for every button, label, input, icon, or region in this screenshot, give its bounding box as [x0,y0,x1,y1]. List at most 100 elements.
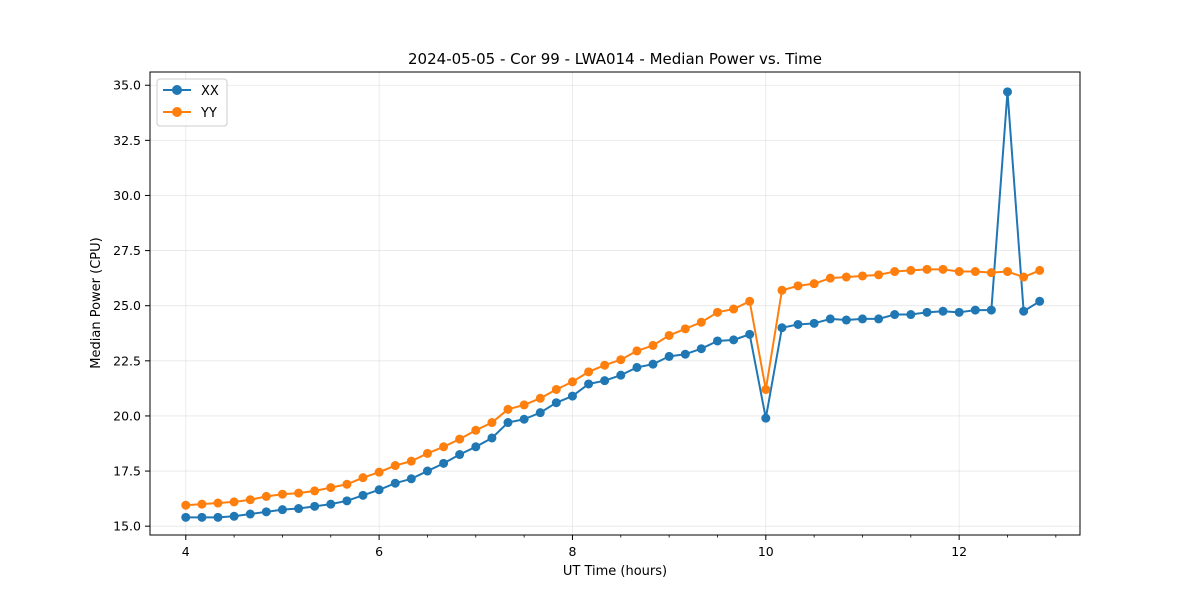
data-point-xx [777,323,787,333]
data-point-xx [181,512,191,522]
x-tick-label: 10 [758,544,774,559]
data-point-yy [1002,267,1012,277]
data-point-xx [406,474,416,484]
data-point-yy [535,393,545,403]
data-point-xx [761,413,771,423]
data-point-yy [471,425,481,435]
data-point-yy [825,273,835,283]
data-point-yy [745,296,755,306]
data-point-xx [342,496,352,506]
data-point-yy [938,264,948,274]
data-point-yy [455,434,465,444]
data-point-xx [680,349,690,359]
data-point-xx [938,306,948,316]
data-point-xx [890,310,900,320]
data-point-xx [503,418,513,428]
data-point-xx [439,458,449,468]
data-point-xx [471,442,481,452]
data-point-xx [390,478,400,488]
data-point-xx [809,318,819,328]
data-point-xx [696,344,706,354]
data-point-yy [874,270,884,280]
data-point-yy [729,304,739,314]
x-tick-label: 12 [951,544,967,559]
data-point-xx [535,408,545,418]
data-point-xx [1035,296,1045,306]
data-point-yy [954,267,964,277]
data-point-xx [729,335,739,345]
data-point-xx [616,370,626,380]
data-point-yy [406,456,416,466]
data-point-xx [874,314,884,324]
data-point-yy [519,400,529,410]
data-point-xx [922,307,932,317]
data-point-yy [680,324,690,334]
data-point-yy [358,473,368,483]
data-point-yy [761,384,771,394]
y-axis-label: Median Power (CPU) [89,237,104,368]
data-point-yy [503,404,513,414]
data-point-xx [245,509,255,519]
data-point-xx [600,376,610,386]
data-point-yy [310,486,320,496]
data-point-yy [986,268,996,278]
data-point-yy [390,461,400,471]
data-point-xx [229,511,239,521]
data-point-yy [906,265,916,275]
data-point-yy [551,384,561,394]
data-point-yy [439,442,449,452]
data-point-yy [696,317,706,327]
legend-yy-label: YY [200,106,217,121]
data-point-yy [712,307,722,317]
data-point-yy [1035,265,1045,275]
data-point-yy [584,367,594,377]
data-point-yy [422,448,432,458]
data-point-yy [1019,272,1029,282]
data-point-xx [374,485,384,495]
x-axis: 4 6 8 10 12 [182,535,1057,559]
data-point-yy [648,340,658,350]
data-point-xx [793,319,803,329]
data-point-xx [422,466,432,476]
data-point-yy [600,360,610,370]
data-point-yy [890,267,900,277]
y-tick-label: 15.0 [113,519,141,534]
plot-frame [149,71,1081,536]
data-point-xx [487,433,497,443]
data-point-yy [487,418,497,428]
chart-title: 2024-05-05 - Cor 99 - LWA014 - Median Po… [408,50,822,68]
x-tick-label: 4 [182,544,190,559]
data-point-xx [970,305,980,315]
data-point-xx [310,501,320,511]
data-point-yy [181,500,191,510]
x-axis-label: UT Time (hours) [563,564,667,579]
data-point-yy [664,330,674,340]
data-point-yy [326,483,336,493]
data-point-yy [229,497,239,507]
y-tick-label: 17.5 [113,464,141,479]
data-point-xx [197,512,207,522]
data-point-xx [745,329,755,339]
data-point-xx [986,305,996,315]
data-point-yy [294,488,304,498]
data-point-xx [664,351,674,361]
data-point-yy [793,281,803,291]
data-point-yy [970,267,980,277]
data-point-xx [358,490,368,500]
data-point-yy [857,271,867,281]
data-point-xx [584,379,594,389]
data-point-xx [213,512,223,522]
data-point-xx [261,507,271,517]
y-axis: 15.0 17.5 20.0 22.5 25.0 27.5 30.0 32.5 35.0 [113,78,150,534]
y-tick-label: 35.0 [113,78,141,93]
data-point-yy [616,355,626,365]
data-point-yy [277,489,287,499]
series-yy [181,264,1045,510]
data-point-xx [648,359,658,369]
data-point-yy [567,377,577,387]
data-point-yy [841,272,851,282]
legend-xx-marker [172,85,182,95]
data-point-yy [245,495,255,505]
y-tick-label: 22.5 [113,353,141,368]
